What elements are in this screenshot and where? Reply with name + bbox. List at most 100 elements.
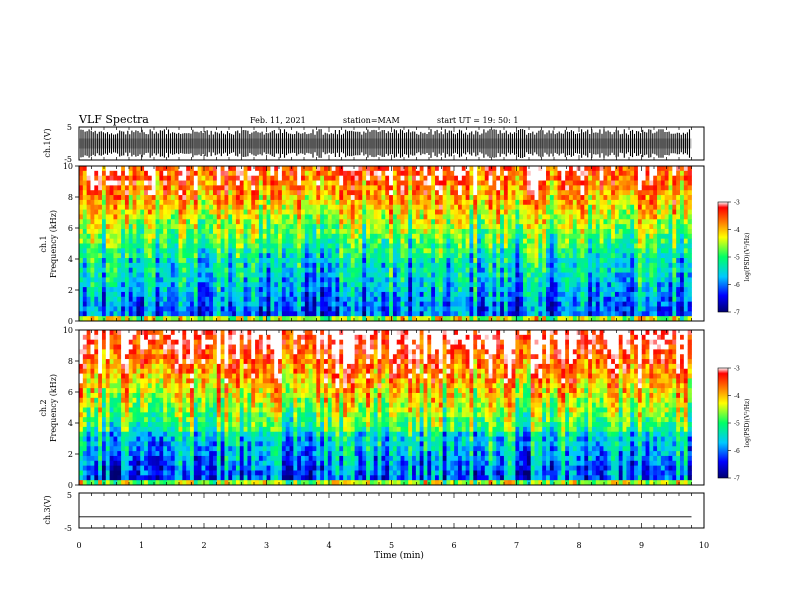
spectrogram-cell xyxy=(404,272,409,278)
spectrogram-cell xyxy=(480,166,486,172)
spectrogram-cell xyxy=(373,180,378,186)
spectrogram-cell xyxy=(113,209,118,215)
spectrogram-cell xyxy=(190,258,195,264)
spectrogram-cell xyxy=(82,238,88,244)
spectrogram-cell xyxy=(389,296,394,303)
spectrogram-cell xyxy=(565,272,570,278)
spectrogram-cell xyxy=(304,291,310,298)
spectrogram-cell xyxy=(79,180,84,186)
spectrogram-cell xyxy=(182,272,187,278)
spectrogram-cell xyxy=(94,282,99,288)
spectrogram-cell xyxy=(373,233,378,240)
spectrogram-cell xyxy=(140,224,145,230)
spectrogram-cell xyxy=(435,262,440,269)
spectrogram-cell xyxy=(614,267,620,273)
spectrogram-cell xyxy=(239,219,245,225)
spectrogram-cell xyxy=(258,233,264,240)
spectrogram-cell xyxy=(335,262,340,269)
spectrogram-cell xyxy=(243,233,248,240)
spectrogram-cell xyxy=(247,282,252,288)
spectrogram-cell xyxy=(232,190,237,196)
spectrogram-cell xyxy=(626,170,631,177)
spectrogram-cell xyxy=(366,311,371,317)
spectrogram-cell xyxy=(193,204,199,210)
spectrogram-cell xyxy=(549,228,555,235)
spectrogram-cell xyxy=(538,195,543,201)
spectrogram-cell xyxy=(503,267,509,273)
spectrogram-cell xyxy=(170,180,176,186)
spectrogram-cell xyxy=(140,277,145,283)
spectrogram-cell xyxy=(274,282,279,288)
spectrogram-cell xyxy=(101,311,107,317)
spectrogram-cell xyxy=(603,287,608,293)
spectrogram-cell xyxy=(538,180,543,186)
spectrogram-cell xyxy=(588,296,593,303)
spectrogram-cell xyxy=(431,204,436,210)
spectrogram-cell xyxy=(412,301,417,307)
spectrogram-cell xyxy=(630,175,635,181)
spectrogram-cell xyxy=(124,180,130,186)
spectrogram-cell xyxy=(599,262,604,269)
spectrogram-cell xyxy=(511,301,516,307)
spectrogram-cell xyxy=(492,267,497,273)
spectrogram-cell xyxy=(480,233,486,240)
ch1-waveform-ylabel: ch.1(V) xyxy=(43,128,52,157)
spectrogram-cell xyxy=(232,287,237,293)
spectrogram-cell xyxy=(415,170,421,177)
spectrogram-cell xyxy=(542,316,547,322)
spectrogram-cell xyxy=(220,243,225,249)
spectrogram-cell xyxy=(626,204,631,210)
spectrogram-cell xyxy=(270,199,275,206)
spectrogram-cell xyxy=(285,238,290,244)
spectrogram-cell xyxy=(569,267,574,273)
spectrogram-cell xyxy=(178,301,183,307)
spectrogram-cell xyxy=(389,267,394,273)
spectrogram-cell xyxy=(618,175,623,181)
spectrogram-cell xyxy=(159,238,164,244)
spectrogram-cell xyxy=(668,170,673,177)
spectrogram-cell xyxy=(79,238,84,244)
spectrogram-cell xyxy=(664,301,669,307)
spectrogram-cell xyxy=(301,291,306,298)
spectrogram-cell xyxy=(408,166,413,172)
spectrogram-cell xyxy=(220,248,225,254)
spectrogram-cell xyxy=(224,228,229,235)
spectrogram-cell xyxy=(588,311,593,317)
spectrogram-cell xyxy=(86,291,91,298)
spectrogram-cell xyxy=(419,185,424,191)
spectrogram-cell xyxy=(117,214,122,220)
spectrogram-cell xyxy=(599,195,604,201)
spectrogram-cell xyxy=(634,287,639,293)
spectrogram-cell xyxy=(526,253,532,259)
spectrogram-cell xyxy=(465,248,470,254)
spectrogram-cell xyxy=(86,311,91,317)
spectrogram-cell xyxy=(561,185,566,191)
spectrogram-cell xyxy=(216,311,222,317)
spectrogram-cell xyxy=(419,195,424,201)
spectrogram-cell xyxy=(457,195,463,201)
spectrogram-cell xyxy=(465,311,470,317)
spectrogram-cell xyxy=(346,272,352,278)
spectrogram-cell xyxy=(469,262,474,269)
spectrogram-cell xyxy=(611,296,616,303)
spectrogram-cell xyxy=(354,277,359,283)
spectrogram-cell xyxy=(101,296,107,303)
spectrogram-cell xyxy=(492,316,497,322)
spectrogram-cell xyxy=(278,199,283,206)
spectrogram-cell xyxy=(431,258,436,264)
spectrogram-cell xyxy=(435,272,440,278)
spectrogram-cell xyxy=(289,262,294,269)
spectrogram-cell xyxy=(209,291,214,298)
spectrogram-cell xyxy=(278,262,283,269)
spectrogram-cell xyxy=(278,238,283,244)
spectrogram-cell xyxy=(546,204,551,210)
spectrogram-cell xyxy=(262,204,267,210)
spectrogram-cell xyxy=(170,316,176,322)
spectrogram-cell xyxy=(614,190,620,196)
spectrogram-cell xyxy=(101,267,107,273)
spectrogram-cell xyxy=(576,277,581,283)
spectrogram-cell xyxy=(649,195,654,201)
spectrogram-cell xyxy=(473,228,478,235)
spectrogram-cell xyxy=(301,219,306,225)
spectrogram-cell xyxy=(178,233,183,240)
